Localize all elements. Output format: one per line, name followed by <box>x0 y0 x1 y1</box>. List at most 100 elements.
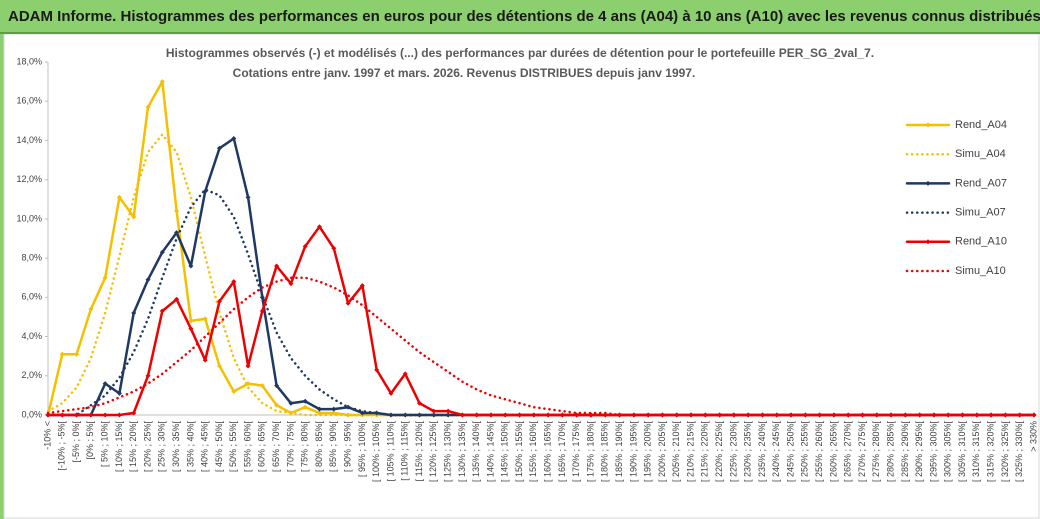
marker <box>302 243 308 249</box>
marker <box>445 408 451 414</box>
marker <box>88 412 94 418</box>
x-tick-label: [ 175% ; 180%[ <box>585 421 595 483</box>
y-tick-label: 10,0% <box>16 213 42 223</box>
marker <box>359 283 365 289</box>
marker <box>116 412 122 418</box>
marker <box>45 412 51 418</box>
y-tick-label: 12,0% <box>16 174 42 184</box>
x-tick-label: [ 230% ; 235%[ <box>743 421 753 483</box>
marker <box>231 388 237 394</box>
x-tick-label: [ 315% ; 320%[ <box>986 421 996 483</box>
y-tick-label: 6,0% <box>21 292 42 302</box>
marker <box>188 326 194 332</box>
marker <box>874 412 880 418</box>
x-tick-label: [ 40% ; 45%[ <box>200 421 210 473</box>
marker <box>274 402 280 408</box>
legend-label: Simu_A04 <box>955 148 1006 160</box>
x-tick-label: [ 165% ; 170%[ <box>557 421 567 483</box>
marker <box>388 390 394 396</box>
marker <box>174 208 180 214</box>
legend-label: Simu_A07 <box>955 207 1006 219</box>
marker <box>102 412 108 418</box>
x-tick-label: [ 265% ; 270%[ <box>843 421 853 483</box>
marker <box>245 363 251 369</box>
marker <box>945 412 951 418</box>
x-tick-label: [ 80% ; 85%[ <box>314 421 324 473</box>
x-tick-label: [ 260% ; 265%[ <box>828 421 838 483</box>
x-tick-label: [ 100% ; 105%[ <box>371 421 381 483</box>
marker <box>288 400 294 406</box>
x-tick-label: [ 125% ; 130%[ <box>442 421 452 483</box>
x-tick-label: [ 45% ; 50%[ <box>214 421 224 473</box>
x-tick-label: [ 35% ; 40%[ <box>185 421 195 473</box>
marker <box>374 367 380 373</box>
x-tick-label: [ 120% ; 125%[ <box>428 421 438 483</box>
legend-marker <box>925 239 931 245</box>
x-tick-label: -10% < <box>42 421 52 450</box>
marker <box>102 275 108 281</box>
header: ADAM Informe. Histogrammes des performan… <box>0 0 1040 34</box>
marker <box>331 410 337 416</box>
marker <box>59 412 65 418</box>
marker <box>531 412 537 418</box>
x-tick-label: [ 210% ; 215%[ <box>685 421 695 483</box>
x-tick-label: [-10% ; -5%[ <box>57 421 67 471</box>
marker <box>845 412 851 418</box>
marker <box>488 412 494 418</box>
x-tick-label: [ 25% ; 30%[ <box>157 421 167 473</box>
x-tick-label: [ 245% ; 250%[ <box>785 421 795 483</box>
marker <box>502 412 508 418</box>
marker <box>459 412 465 418</box>
marker <box>59 351 65 357</box>
chart-area <box>3 34 1040 519</box>
marker <box>174 230 180 236</box>
marker <box>331 406 337 412</box>
marker <box>517 412 523 418</box>
x-tick-label: [ 160% ; 165%[ <box>543 421 553 483</box>
x-tick-label: [ 280% ; 285%[ <box>885 421 895 483</box>
x-tick-label: [ 295% ; 300%[ <box>928 421 938 483</box>
marker <box>1017 412 1023 418</box>
x-tick-label: [ 190% ; 195%[ <box>628 421 638 483</box>
x-tick-label: [ 65% ; 70%[ <box>271 421 281 473</box>
marker <box>145 373 151 379</box>
marker <box>774 412 780 418</box>
x-tick-label: [ 5% ; 10%[ <box>100 421 110 468</box>
marker <box>202 357 208 363</box>
x-tick-label: [ 235% ; 240%[ <box>757 421 767 483</box>
y-tick-label: 2,0% <box>21 370 42 380</box>
marker <box>702 412 708 418</box>
marker <box>317 406 323 412</box>
legend-label: Rend_A10 <box>955 236 1007 248</box>
x-tick-label: [ 300% ; 305%[ <box>943 421 953 483</box>
marker <box>102 381 108 387</box>
subtitle: Cotations entre janv. 1997 et mars. 2026… <box>233 66 696 80</box>
x-tick-label: [ 200% ; 205%[ <box>657 421 667 483</box>
marker <box>860 412 866 418</box>
x-tick-label: [ 60% ; 65%[ <box>257 421 267 473</box>
x-tick-label: [ 135% ; 140%[ <box>471 421 481 483</box>
marker <box>259 383 265 389</box>
y-tick-label: 4,0% <box>21 331 42 341</box>
x-tick-label: [ 70% ; 75%[ <box>285 421 295 473</box>
x-tick-label: [ 270% ; 275%[ <box>857 421 867 483</box>
x-tick-label: [ 55% ; 60%[ <box>242 421 252 473</box>
x-tick-label: [ 185% ; 190%[ <box>614 421 624 483</box>
y-tick-label: 8,0% <box>21 252 42 262</box>
x-tick-label: [ 85% ; 90%[ <box>328 421 338 473</box>
series-line <box>46 276 1036 417</box>
x-tick-label: [ 215% ; 220%[ <box>700 421 710 483</box>
x-tick-label: [ 275% ; 280%[ <box>871 421 881 483</box>
x-tick-label: [ 50% ; 55%[ <box>228 421 238 473</box>
marker <box>717 412 723 418</box>
marker <box>131 310 137 316</box>
page-title: ADAM Informe. Histogrammes des performan… <box>8 8 1040 25</box>
marker <box>431 412 437 418</box>
legend-label: Rend_A07 <box>955 177 1007 189</box>
side-stripe <box>0 34 4 519</box>
marker <box>274 383 280 389</box>
marker <box>274 263 280 269</box>
marker <box>474 412 480 418</box>
x-tick-label: [ 115% ; 120%[ <box>414 421 424 482</box>
